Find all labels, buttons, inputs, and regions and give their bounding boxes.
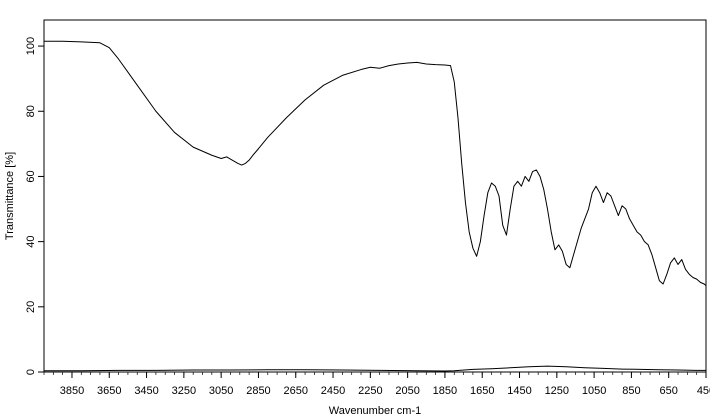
x-tick-label: 2050 bbox=[395, 385, 419, 397]
x-tick-label: 3050 bbox=[209, 385, 233, 397]
x-tick-label: 1050 bbox=[582, 385, 606, 397]
x-tick-label: 3650 bbox=[97, 385, 121, 397]
x-tick-label: 2850 bbox=[246, 385, 270, 397]
x-tick-label: 3450 bbox=[134, 385, 158, 397]
y-tick-label: 100 bbox=[25, 37, 37, 55]
series-line-2 bbox=[44, 365, 706, 372]
y-tick-label: 20 bbox=[25, 301, 37, 313]
y-axis-title: Transmittance [%] bbox=[4, 152, 16, 240]
x-tick-label: 3850 bbox=[60, 385, 84, 397]
x-tick-label: 3250 bbox=[172, 385, 196, 397]
x-tick-label: 650 bbox=[660, 385, 678, 397]
x-tick-label: 1650 bbox=[470, 385, 494, 397]
series-layer bbox=[44, 40, 707, 372]
series-line-1 bbox=[44, 40, 707, 287]
y-tick-label: 0 bbox=[25, 369, 37, 375]
y-tick-label: 60 bbox=[25, 170, 37, 182]
plot-area bbox=[43, 19, 707, 373]
x-tick-label: 2250 bbox=[358, 385, 382, 397]
x-axis: 3850 3650 3450 3250 3050 2850 2650 2450 2250 2050… bbox=[43, 372, 710, 397]
x-tick-label: 850 bbox=[622, 385, 640, 397]
y-tick-label: 80 bbox=[25, 105, 37, 117]
y-tick-label: 40 bbox=[25, 236, 37, 248]
x-tick-label: 1450 bbox=[507, 385, 531, 397]
plot-frame bbox=[43, 19, 707, 373]
y-axis: 0 20 40 60 80 100 bbox=[25, 37, 44, 375]
x-axis-title: Wavenumber cm-1 bbox=[329, 405, 422, 417]
x-tick-label: 1250 bbox=[545, 385, 569, 397]
x-tick-label: 2650 bbox=[284, 385, 308, 397]
x-tick-label: 2450 bbox=[321, 385, 345, 397]
x-tick-label: 1850 bbox=[433, 385, 457, 397]
x-tick-label: 450 bbox=[697, 385, 710, 397]
